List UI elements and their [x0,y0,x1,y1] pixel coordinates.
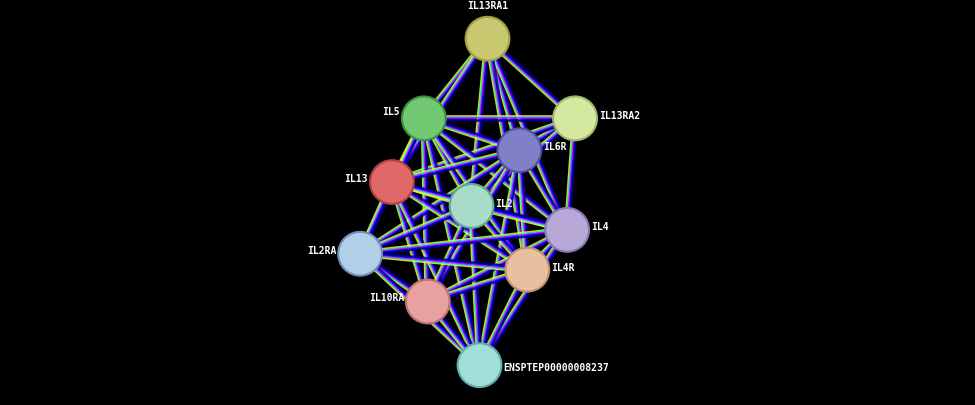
Circle shape [466,17,509,61]
Text: ENSPTEP00000008237: ENSPTEP00000008237 [503,363,609,373]
Circle shape [505,248,549,292]
Circle shape [545,208,589,252]
Text: IL4: IL4 [591,222,608,232]
Text: IL13: IL13 [344,174,369,184]
Circle shape [406,279,449,323]
Circle shape [497,128,541,172]
Circle shape [553,96,597,140]
Circle shape [370,160,413,204]
Text: IL13RA1: IL13RA1 [467,1,508,11]
Text: IL10RA: IL10RA [369,293,404,303]
Circle shape [449,184,493,228]
Text: IL13RA2: IL13RA2 [599,111,641,122]
Text: IL6R: IL6R [543,142,566,152]
Circle shape [338,232,382,276]
Circle shape [457,343,501,387]
Text: IL2RA: IL2RA [307,245,336,256]
Text: IL5: IL5 [382,107,400,117]
Text: IL2: IL2 [495,199,513,209]
Text: IL4R: IL4R [551,263,574,273]
Circle shape [402,96,446,140]
